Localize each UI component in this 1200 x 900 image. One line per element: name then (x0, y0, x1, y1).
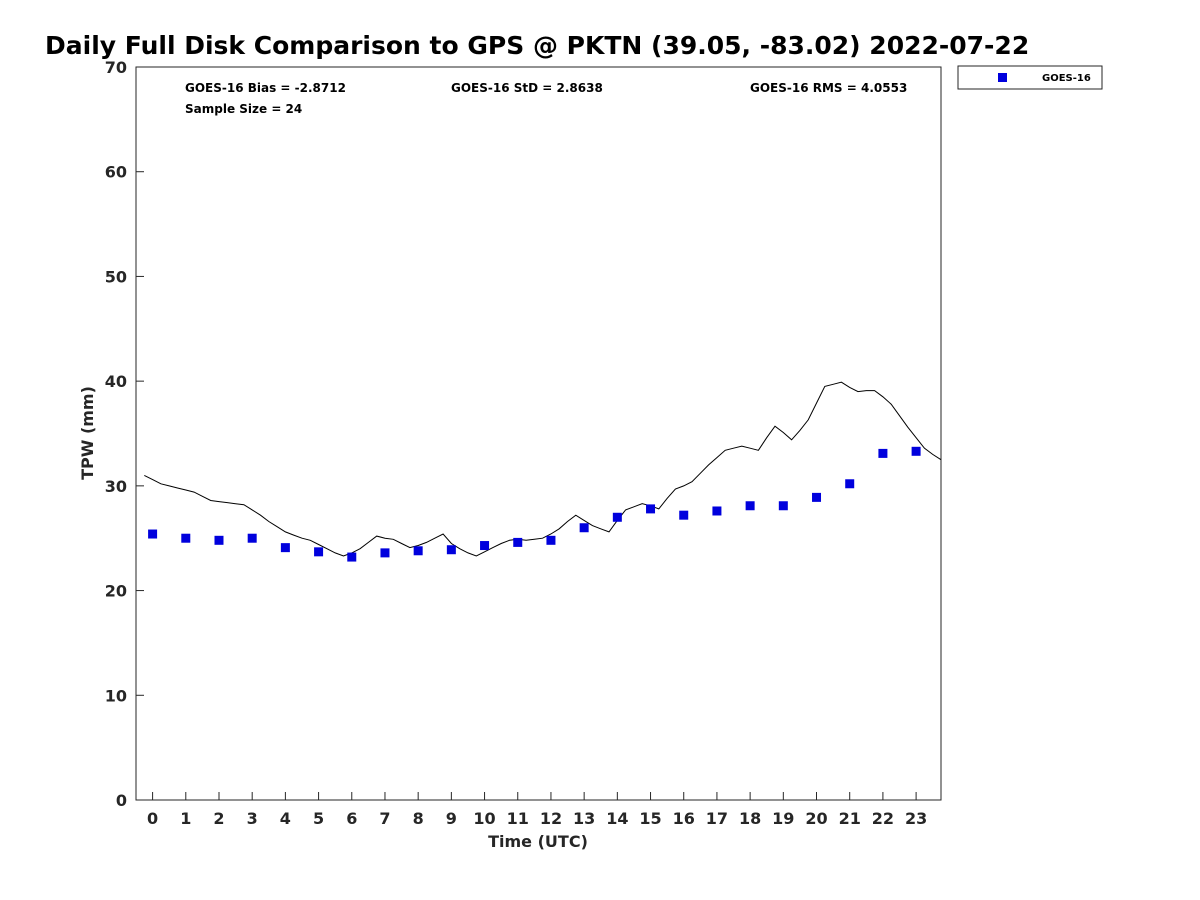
stat-std: GOES-16 StD = 2.8638 (451, 81, 603, 95)
x-tick-label: 23 (905, 809, 927, 828)
x-tick-label: 2 (213, 809, 224, 828)
plot-area (135, 66, 942, 801)
x-tick-label: 18 (739, 809, 761, 828)
goes-16-point (812, 492, 822, 502)
goes-16-point (646, 504, 656, 514)
stat-bias: GOES-16 Bias = -2.8712 (185, 81, 346, 95)
x-tick-label: 22 (872, 809, 894, 828)
goes-16-point (679, 510, 689, 520)
y-tick-label: 20 (105, 582, 127, 601)
goes-16-point (778, 501, 788, 511)
goes-16-point (579, 523, 589, 533)
x-tick-label: 8 (413, 809, 424, 828)
x-tick-label: 0 (147, 809, 158, 828)
x-tick-label: 6 (346, 809, 357, 828)
x-tick-label: 4 (280, 809, 291, 828)
goes-16-point (380, 548, 390, 558)
goes-16-point (314, 547, 324, 557)
goes-16-point (878, 448, 888, 458)
stat-rms: GOES-16 RMS = 4.0553 (750, 81, 907, 95)
y-tick-label: 60 (105, 163, 127, 182)
gps-line (144, 381, 942, 557)
y-axis-label: TPW (mm) (78, 386, 97, 480)
legend-marker (998, 73, 1007, 82)
goes-16-point (446, 545, 456, 555)
x-axis-label: Time (UTC) (488, 832, 588, 851)
x-tick-label: 5 (313, 809, 324, 828)
goes-16-point (181, 533, 191, 543)
goes-16-point (247, 533, 257, 543)
goes-16-point (280, 543, 290, 553)
legend: GOES-16 (957, 65, 1103, 90)
x-tick-label: 16 (673, 809, 695, 828)
chart-title: Daily Full Disk Comparison to GPS @ PKTN… (45, 31, 1029, 60)
x-tick-label: 14 (606, 809, 628, 828)
x-tick-label: 11 (507, 809, 529, 828)
goes-16-point (148, 529, 158, 539)
x-tick-label: 12 (540, 809, 562, 828)
x-tick-label: 15 (639, 809, 661, 828)
goes-16-point (214, 535, 224, 545)
x-axis: 0 1 2 3 4 5 6 7 8 9 10 11 12 13 14 15 16 17 18 19 20 21 22 23 (147, 792, 927, 828)
y-axis: 0 10 20 30 40 50 60 70 (105, 58, 144, 810)
x-tick-label: 7 (379, 809, 390, 828)
goes-16-point (612, 512, 622, 522)
x-tick-label: 3 (247, 809, 258, 828)
y-tick-label: 10 (105, 686, 127, 705)
gps-series (144, 381, 942, 557)
goes-16-point (712, 506, 722, 516)
x-tick-label: 19 (772, 809, 794, 828)
x-tick-label: 13 (573, 809, 595, 828)
goes-16-point (911, 446, 921, 456)
stat-sample-size: Sample Size = 24 (185, 102, 302, 116)
goes-16-point (513, 537, 523, 547)
goes-16-point (745, 501, 755, 511)
y-tick-label: 50 (105, 267, 127, 286)
goes-16-point (845, 479, 855, 489)
y-tick-label: 0 (116, 791, 127, 810)
goes-16-point (347, 552, 357, 562)
goes-16-point (480, 541, 490, 551)
goes-16-point (413, 546, 423, 556)
legend-box (957, 65, 1103, 90)
y-tick-label: 70 (105, 58, 127, 77)
x-tick-label: 10 (473, 809, 495, 828)
goes-16-series (148, 446, 921, 562)
legend-label-goes-16: GOES-16 (1042, 73, 1091, 84)
x-tick-label: 9 (446, 809, 457, 828)
goes-16-point (546, 535, 556, 545)
x-tick-label: 20 (805, 809, 827, 828)
x-tick-label: 1 (180, 809, 191, 828)
y-tick-label: 40 (105, 372, 127, 391)
y-tick-label: 30 (105, 477, 127, 496)
x-tick-label: 21 (839, 809, 861, 828)
x-tick-label: 17 (706, 809, 728, 828)
